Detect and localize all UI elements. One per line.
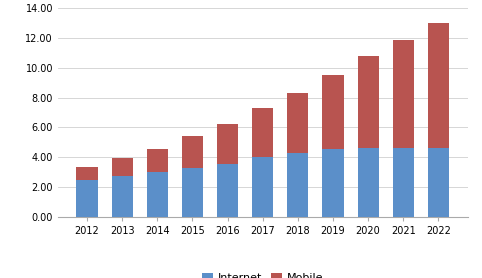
Bar xyxy=(428,23,449,148)
Bar xyxy=(77,167,97,180)
Bar xyxy=(217,164,238,217)
Bar xyxy=(358,148,379,217)
Bar xyxy=(287,153,308,217)
Bar xyxy=(252,108,273,157)
Bar xyxy=(147,149,168,172)
Bar xyxy=(182,136,203,168)
Bar xyxy=(77,180,97,217)
Legend: Internet, Mobile: Internet, Mobile xyxy=(198,268,328,278)
Bar xyxy=(147,172,168,217)
Bar xyxy=(393,40,414,148)
Bar xyxy=(252,157,273,217)
Bar xyxy=(322,75,344,149)
Bar xyxy=(393,148,414,217)
Bar xyxy=(112,176,133,217)
Bar xyxy=(428,148,449,217)
Bar xyxy=(287,93,308,153)
Bar xyxy=(322,149,344,217)
Bar xyxy=(217,124,238,164)
Bar xyxy=(358,56,379,148)
Bar xyxy=(182,168,203,217)
Bar xyxy=(112,158,133,176)
